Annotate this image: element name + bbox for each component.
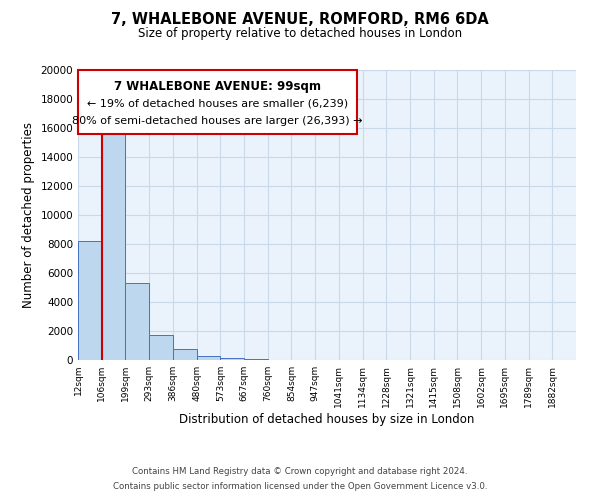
Bar <box>173 349 197 360</box>
Text: Size of property relative to detached houses in London: Size of property relative to detached ho… <box>138 28 462 40</box>
Text: 7, WHALEBONE AVENUE, ROMFORD, RM6 6DA: 7, WHALEBONE AVENUE, ROMFORD, RM6 6DA <box>111 12 489 28</box>
Text: 7 WHALEBONE AVENUE: 99sqm: 7 WHALEBONE AVENUE: 99sqm <box>114 80 321 92</box>
Bar <box>197 356 220 360</box>
Text: ← 19% of detached houses are smaller (6,239): ← 19% of detached houses are smaller (6,… <box>87 98 348 108</box>
Y-axis label: Number of detached properties: Number of detached properties <box>22 122 35 308</box>
X-axis label: Distribution of detached houses by size in London: Distribution of detached houses by size … <box>179 412 475 426</box>
Text: Contains HM Land Registry data © Crown copyright and database right 2024.: Contains HM Land Registry data © Crown c… <box>132 467 468 476</box>
Bar <box>78 241 102 360</box>
Bar <box>149 334 173 360</box>
Text: 80% of semi-detached houses are larger (26,393) →: 80% of semi-detached houses are larger (… <box>72 116 362 126</box>
Bar <box>102 120 125 360</box>
FancyBboxPatch shape <box>78 70 357 134</box>
Bar <box>244 358 268 360</box>
Bar <box>125 283 149 360</box>
Bar <box>220 358 244 360</box>
Text: Contains public sector information licensed under the Open Government Licence v3: Contains public sector information licen… <box>113 482 487 491</box>
